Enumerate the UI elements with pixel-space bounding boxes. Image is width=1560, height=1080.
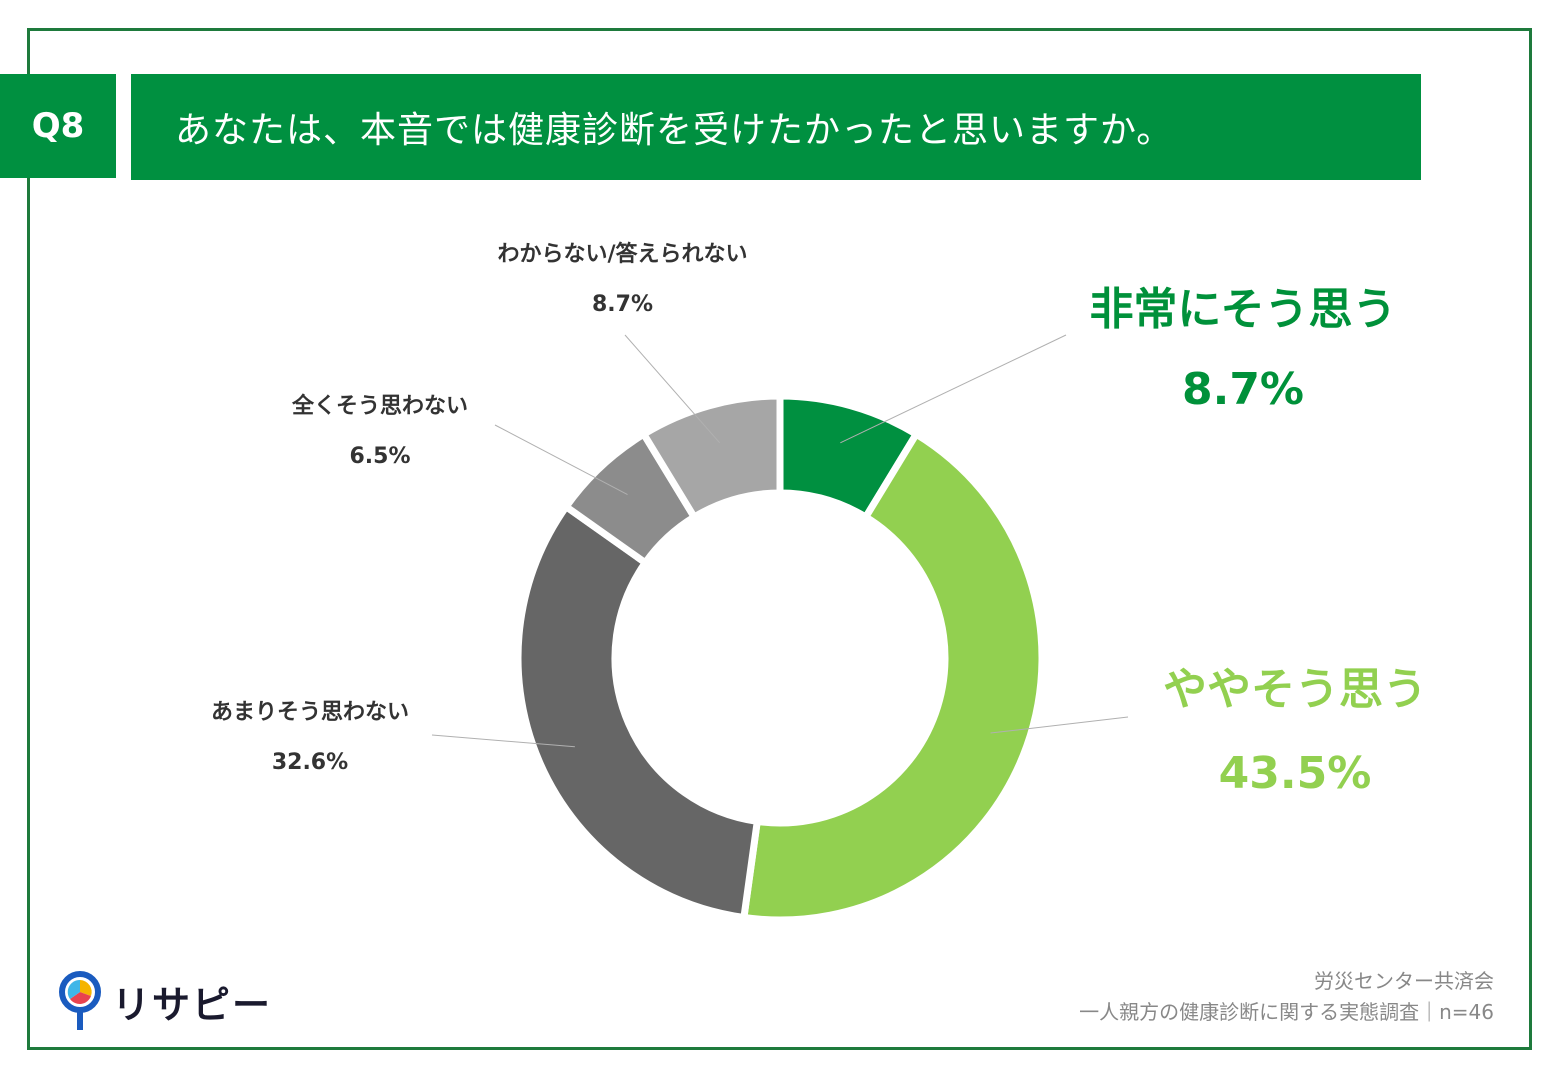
slice-label-dont-know: わからない/答えられない 8.7% — [450, 230, 795, 330]
slice-not-really-leader-line — [431, 734, 575, 748]
slice-dont-know-leader-line — [624, 334, 721, 444]
slice-label-value: 32.6% — [271, 750, 349, 775]
question-number-badge: Q8 — [0, 74, 116, 178]
slice-label-text: わからない/答えられない — [497, 242, 748, 267]
slice-label-not-really: あまりそう思わない 32.6% — [175, 688, 445, 788]
slice-label-value: 43.5% — [1218, 748, 1372, 799]
slice-somewhat — [739, 429, 1046, 924]
slice-not-at-all-leader-line — [494, 424, 628, 496]
slice-label-text: あまりそう思わない — [210, 700, 409, 725]
slice-label-text: ややそう思う — [1163, 664, 1427, 715]
source-line-2: 一人親方の健康診断に関する実態調査｜n=46 — [1079, 1000, 1494, 1024]
slice-label-text: 非常にそう思う — [1089, 284, 1397, 335]
slice-dont-know — [638, 392, 784, 522]
magnifier-logo-icon — [59, 971, 101, 1030]
slice-label-value: 8.7% — [591, 292, 653, 317]
slice-label-value: 6.5% — [349, 444, 411, 469]
slice-somewhat-leader-line — [990, 716, 1129, 734]
source-line-1: 労災センター共済会 — [1314, 969, 1494, 993]
source-note: 労災センター共済会 一人親方の健康診断に関する実態調査｜n=46 — [1079, 966, 1494, 1028]
outer-frame — [27, 28, 1532, 1050]
slice-label-not-at-all: 全くそう思わない 6.5% — [255, 382, 505, 482]
slice-label-somewhat: ややそう思う 43.5% — [1140, 648, 1450, 816]
slice-label-text: 全くそう思わない — [291, 394, 468, 419]
slice-not-really — [514, 501, 762, 922]
brand-name: リサピー — [112, 982, 273, 1027]
question-title: あなたは、本音では健康診断を受けたかったと思いますか。 — [131, 74, 1421, 180]
brand-logo: リサピー — [56, 970, 272, 1032]
question-text: あなたは、本音では健康診断を受けたかったと思いますか。 — [175, 110, 1174, 151]
slice-label-very-much: 非常にそう思う 8.7% — [1078, 270, 1408, 430]
slice-label-value: 8.7% — [1181, 364, 1305, 415]
slice-very-much-leader-line — [840, 334, 1067, 444]
